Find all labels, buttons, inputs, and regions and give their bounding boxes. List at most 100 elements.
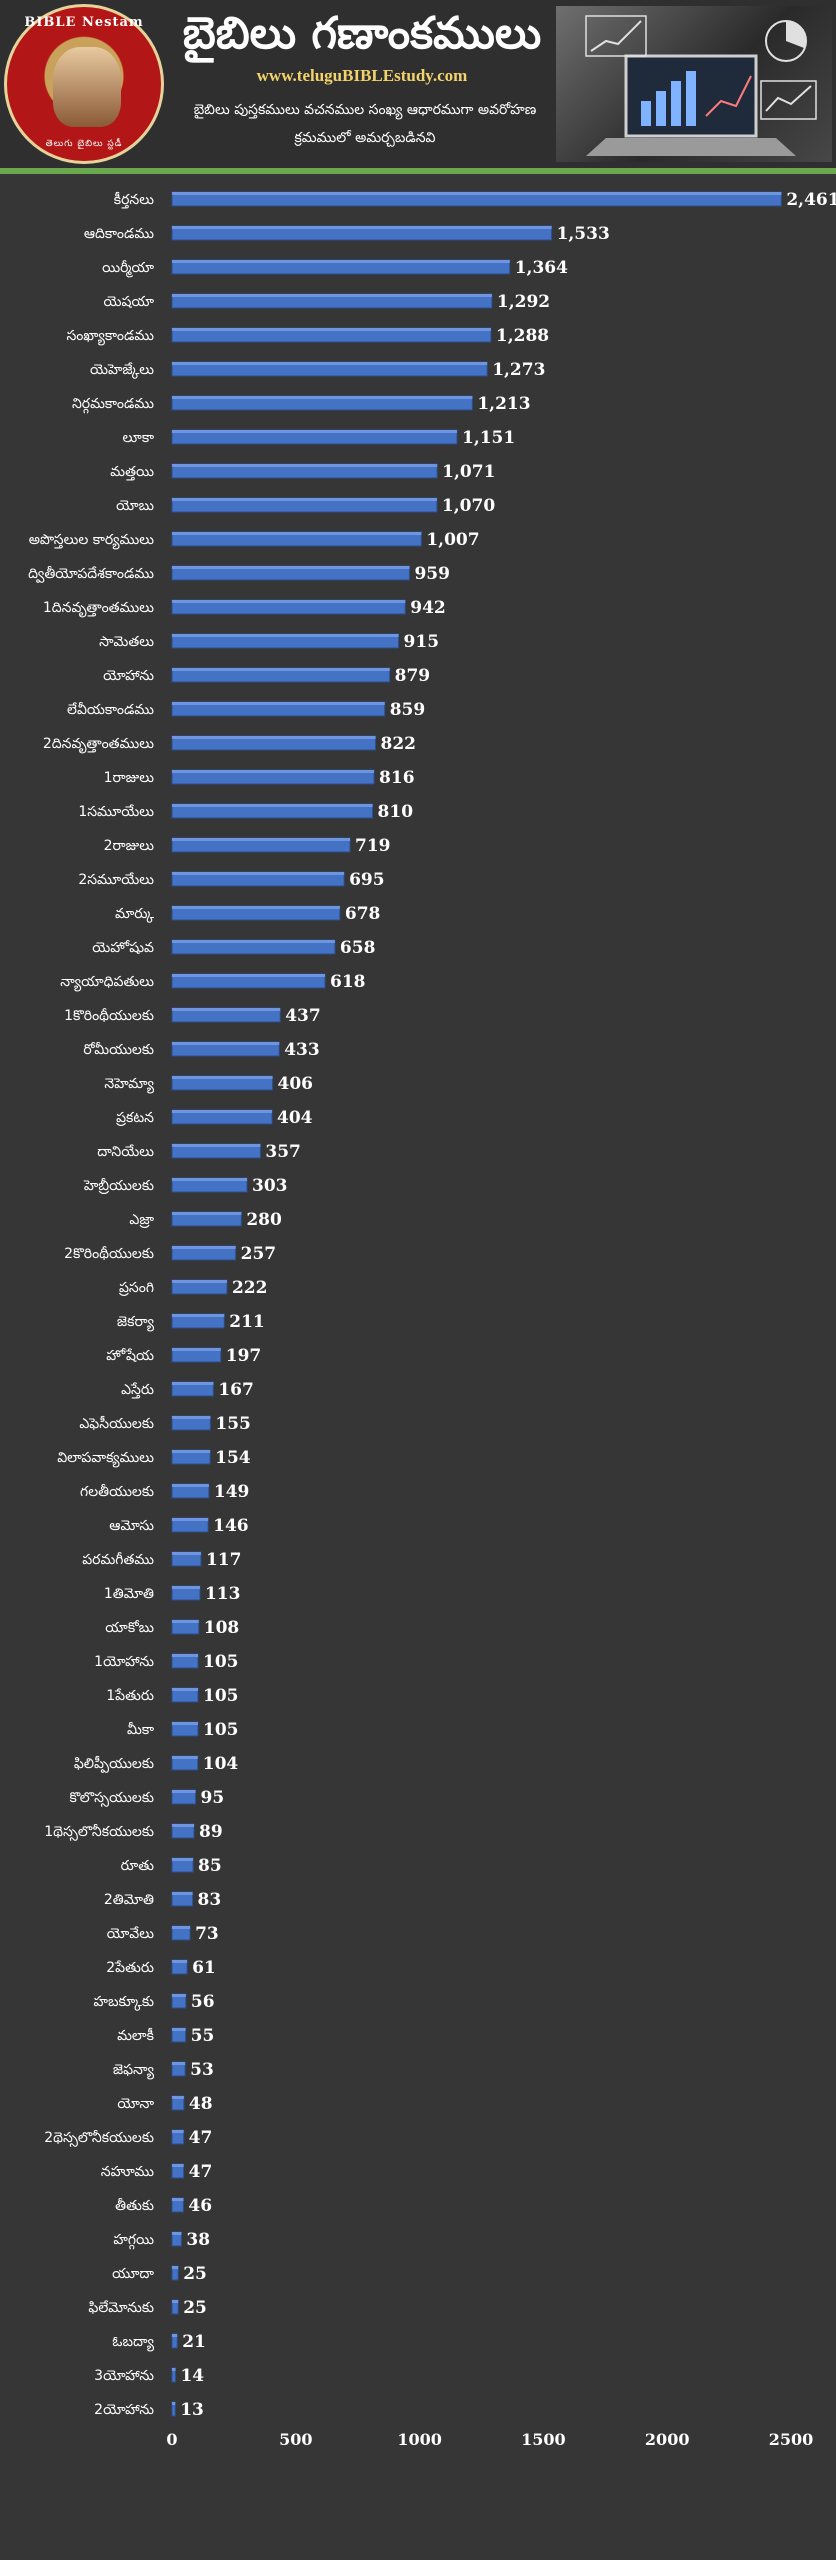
- value-label: 21: [182, 2332, 206, 2352]
- value-label: 197: [226, 1346, 262, 1366]
- value-label: 47: [189, 2128, 213, 2148]
- bar-highlight: [172, 770, 375, 773]
- value-label: 95: [201, 1788, 225, 1808]
- category-label: 1థెస్సలొనీకయులకు: [44, 1824, 154, 1841]
- x-tick-label: 1000: [397, 2430, 442, 2449]
- value-label: 678: [345, 904, 381, 924]
- bar-highlight: [172, 396, 473, 399]
- category-label: మార్కు: [115, 906, 154, 923]
- bar-highlight: [172, 1314, 225, 1317]
- value-label: 13: [180, 2400, 204, 2420]
- x-tick-label: 0: [166, 2430, 177, 2449]
- value-label: 280: [246, 1210, 282, 1230]
- category-label: యిర్మీయా: [102, 260, 154, 278]
- header-divider: [0, 168, 836, 174]
- bar-highlight: [172, 1212, 242, 1215]
- category-label: ప్రకటన: [116, 1110, 154, 1126]
- bar-highlight: [172, 2368, 176, 2371]
- bar-highlight: [172, 2334, 178, 2337]
- value-label: 695: [349, 870, 385, 890]
- value-label: 149: [214, 1482, 250, 1502]
- bar-highlight: [172, 1484, 209, 1487]
- bar-highlight: [172, 906, 340, 909]
- value-label: 1,364: [515, 258, 568, 278]
- category-label: యోహాను: [103, 668, 154, 684]
- category-label: 3యోహాను: [94, 2368, 154, 2384]
- value-label: 303: [252, 1176, 288, 1196]
- category-label: గలతీయులకు: [80, 1484, 154, 1500]
- value-label: 1,288: [496, 326, 549, 346]
- bar-highlight: [172, 702, 385, 705]
- value-label: 959: [414, 564, 450, 584]
- logo-subtext: తెలుగు బైబిలు స్టడీ: [45, 139, 123, 149]
- value-label: 2,461: [786, 190, 836, 210]
- value-label: 48: [189, 2094, 213, 2114]
- value-label: 25: [183, 2298, 207, 2318]
- bar-highlight: [172, 872, 345, 875]
- bar-highlight: [172, 940, 335, 943]
- bar-highlight: [172, 2266, 179, 2269]
- category-label: 1తిమోతి: [104, 1586, 154, 1602]
- value-label: 1,151: [462, 428, 515, 448]
- value-label: 55: [191, 2026, 215, 2046]
- value-label: 117: [206, 1550, 242, 1570]
- bar-highlight: [172, 838, 351, 841]
- bar-highlight: [172, 1280, 227, 1283]
- value-label: 113: [205, 1584, 241, 1604]
- category-label: ఫిలిప్పీయులకు: [74, 1755, 154, 1773]
- value-label: 433: [284, 1040, 320, 1060]
- category-label: కొలొస్సయులకు: [69, 1790, 154, 1807]
- category-label: జెఫన్యా: [113, 2062, 155, 2080]
- bar-highlight: [172, 2028, 186, 2031]
- value-label: 105: [203, 1686, 239, 1706]
- bar-highlight: [172, 1960, 188, 1963]
- bar-highlight: [172, 1654, 198, 1657]
- category-label: ఆమోసు: [109, 1518, 154, 1534]
- bar-highlight: [172, 362, 488, 365]
- bar-highlight: [172, 192, 782, 195]
- category-label: యోవేలు: [107, 1926, 154, 1942]
- bar-highlight: [172, 1790, 196, 1793]
- bar-highlight: [172, 600, 406, 603]
- category-label: ఓబద్యా: [112, 2334, 154, 2352]
- bar-highlight: [172, 2096, 184, 2099]
- value-label: 25: [183, 2264, 207, 2284]
- category-label: మీకా: [127, 1722, 154, 1738]
- category-label: సంఖ్యాకాండము: [66, 328, 154, 346]
- value-label: 104: [203, 1754, 239, 1774]
- value-label: 105: [203, 1720, 239, 1740]
- subtitle-line-1: బైబిలు పుస్తకములు వచనముల సంఖ్య ఆధారముగా …: [193, 102, 537, 118]
- value-label: 810: [378, 802, 414, 822]
- bar-highlight: [172, 1076, 273, 1079]
- value-label: 406: [278, 1074, 314, 1094]
- category-label: న్యాయాధిపతులు: [60, 974, 154, 992]
- value-label: 73: [195, 1924, 219, 1944]
- value-label: 89: [199, 1822, 223, 1842]
- value-label: 85: [198, 1856, 222, 1876]
- bar-highlight: [172, 804, 373, 807]
- bar-highlight: [172, 1620, 199, 1623]
- category-label: హబక్కూకు: [94, 1994, 155, 2011]
- subtitle-line-2: క్రమములో అమర్చబడినవి: [294, 130, 436, 146]
- category-label: యోనా: [117, 2096, 154, 2112]
- category-label: యోబు: [116, 498, 154, 514]
- bar-highlight: [172, 2062, 186, 2065]
- bar-highlight: [172, 2402, 176, 2405]
- value-label: 1,273: [492, 360, 545, 380]
- category-label: హెబ్రీయులకు: [83, 1178, 154, 1194]
- value-label: 859: [390, 700, 426, 720]
- bar-highlight: [172, 1008, 281, 1011]
- bar-highlight: [172, 1552, 201, 1555]
- bar-highlight: [172, 1824, 195, 1827]
- value-label: 257: [241, 1244, 276, 1264]
- category-label: 2రాజులు: [104, 838, 155, 854]
- value-label: 53: [190, 2060, 214, 2080]
- category-label: 1కొరింథీయులకు: [64, 1008, 154, 1024]
- bar-highlight: [172, 566, 410, 569]
- bible-nestam-logo: BIBLE Nestam తెలుగు బైబిలు స్టడీ: [4, 4, 164, 164]
- website-link[interactable]: www.teluguBIBLEstudy.com: [256, 66, 468, 85]
- category-label: నిర్గమకాండము: [72, 396, 154, 414]
- bar-highlight: [172, 532, 422, 535]
- value-label: 816: [379, 768, 415, 788]
- category-label: 1దినవృత్తాంతములు: [43, 600, 154, 618]
